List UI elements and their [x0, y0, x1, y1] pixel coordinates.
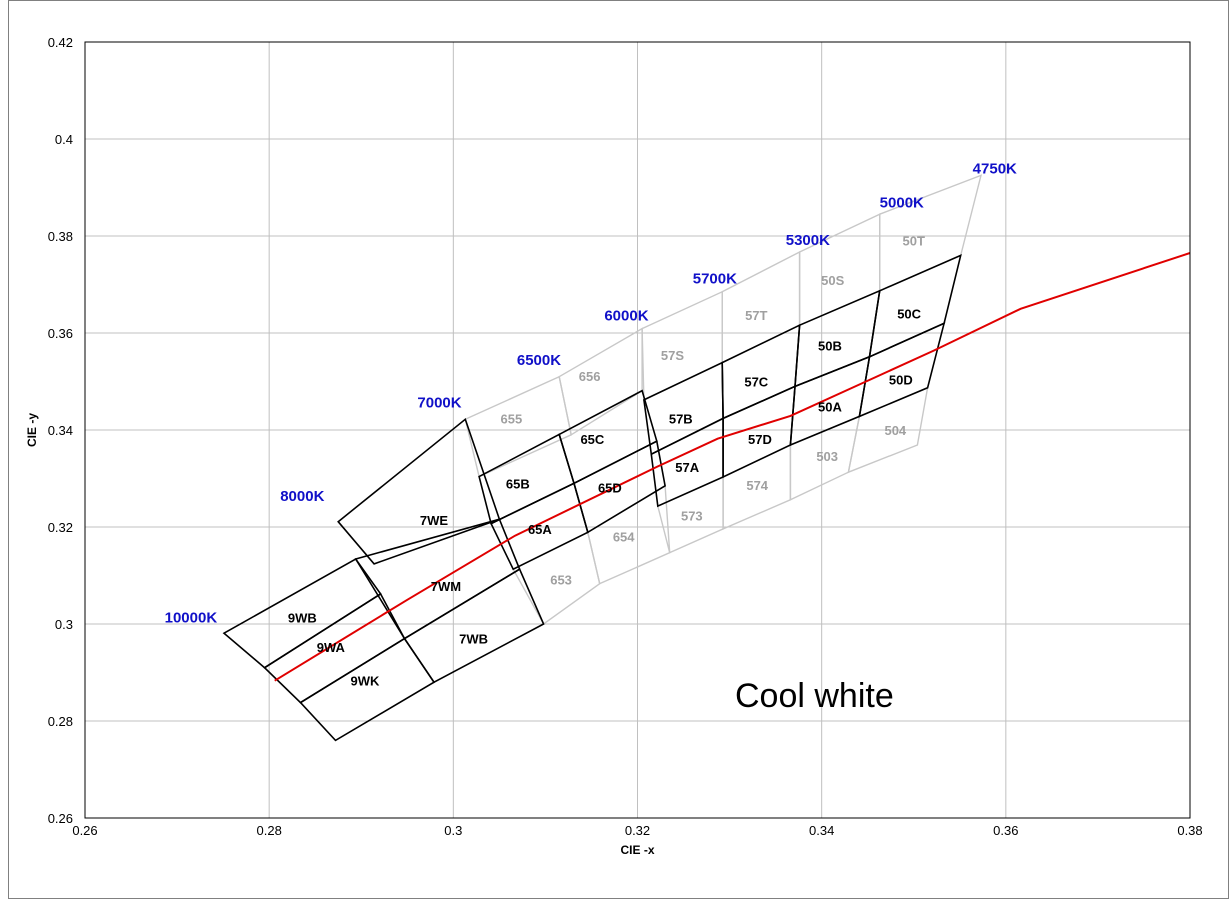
bin-label: 50C: [897, 307, 921, 322]
cct-label: 10000K: [165, 610, 218, 627]
x-tick-label: 0.3: [444, 823, 462, 838]
bin-label: 50D: [889, 373, 913, 388]
bin-label: 50T: [903, 233, 925, 248]
x-axis-title: CIE -x: [620, 843, 654, 857]
bin-label: 57A: [675, 460, 699, 475]
bin-label: 574: [746, 478, 768, 493]
x-tick-label: 0.36: [993, 823, 1018, 838]
bin-7wb: [403, 568, 545, 684]
bin-65d: [573, 440, 666, 534]
planckian-locus-line: [274, 252, 1191, 682]
y-axis-title: CIE -y: [25, 413, 39, 447]
plot-area-border: [84, 41, 1191, 819]
cct-label: 6500K: [517, 352, 561, 369]
bin-label: 50A: [818, 400, 842, 415]
bin-50t: [879, 174, 983, 292]
bin-label: 50B: [818, 339, 842, 354]
bin-label: 7WB: [459, 632, 488, 647]
y-tick-label: 0.42: [48, 35, 73, 50]
chart-frame: [8, 0, 1229, 899]
bin-65c: [558, 389, 658, 485]
bin-label: 50S: [821, 273, 844, 288]
bin-656: [558, 327, 643, 436]
y-tick-label: 0.26: [48, 811, 73, 826]
cct-label: 4750K: [973, 161, 1017, 178]
y-tick-label: 0.3: [55, 617, 73, 632]
bin-label: 656: [579, 369, 601, 384]
bin-label: 653: [550, 572, 572, 587]
grid-layer: [84, 41, 1191, 819]
x-tick-label: 0.32: [625, 823, 650, 838]
bin-655: [464, 375, 572, 478]
bin-label: 9WB: [288, 611, 317, 626]
bin-label: 57S: [661, 348, 684, 363]
bin-label: 504: [884, 423, 906, 438]
bin-57c: [721, 323, 801, 420]
y-tick-label: 0.34: [48, 423, 73, 438]
y-tick-label: 0.4: [55, 132, 73, 147]
axes-layer: CIE -x CIE -y 0.26 0.28 0.3 0.32 0.34 0.36 0.3…: [25, 35, 1203, 857]
cct-label: 5000K: [880, 195, 924, 212]
bin-label: 65D: [598, 481, 622, 496]
bin-label: 65C: [580, 432, 604, 447]
planckian-locus-layer: [274, 252, 1191, 682]
bin-label: 9WK: [350, 673, 380, 688]
x-tick-label: 0.26: [72, 823, 97, 838]
cct-label: 8000K: [280, 488, 324, 505]
cct-label: 5300K: [786, 232, 830, 249]
y-tick-label: 0.38: [48, 229, 73, 244]
x-tick-label: 0.34: [809, 823, 834, 838]
bin-label: 57D: [748, 432, 772, 447]
bin-label: 573: [681, 508, 703, 523]
bin-label: 57T: [745, 308, 767, 323]
y-tick-label: 0.32: [48, 520, 73, 535]
y-tick-label: 0.28: [48, 714, 73, 729]
x-tick-label: 0.38: [1177, 823, 1202, 838]
active-bins-layer: [222, 254, 962, 742]
cct-label: 5700K: [693, 271, 737, 288]
x-tick-label: 0.28: [257, 823, 282, 838]
bin-label: 57C: [744, 375, 768, 390]
bin-label: 65B: [506, 476, 530, 491]
bin-label: 655: [500, 411, 522, 426]
bin-50d: [858, 321, 946, 418]
cct-label: 7000K: [417, 394, 461, 411]
bin-label: 57B: [669, 411, 693, 426]
bin-label: 7WE: [420, 513, 449, 528]
bin-label: 65A: [528, 522, 552, 537]
bin-57s: [641, 290, 723, 401]
cct-label: 6000K: [604, 308, 648, 325]
y-tick-label: 0.36: [48, 326, 73, 341]
bin-label: 503: [816, 449, 838, 464]
bin-label: 7WM: [431, 579, 461, 594]
bin-label: 9WA: [317, 640, 346, 655]
chart-annotation: Cool white: [735, 677, 894, 715]
bin-label: 654: [613, 530, 635, 545]
